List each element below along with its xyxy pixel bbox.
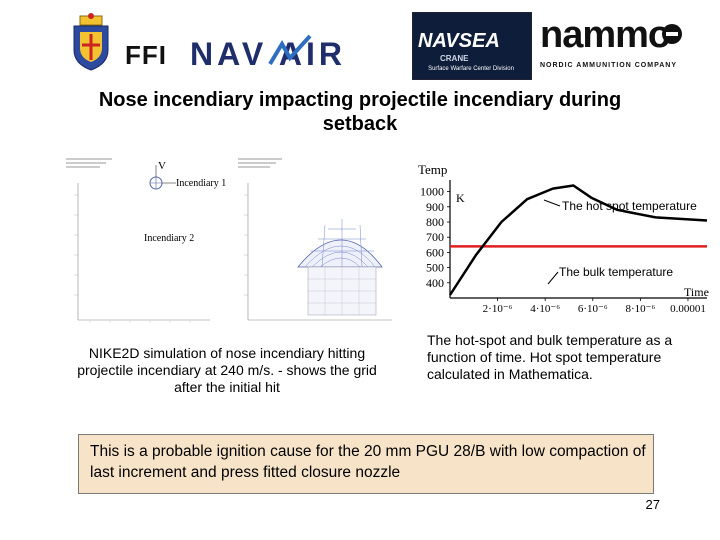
slide-title: Nose incendiary impacting projectile inc…: [98, 89, 622, 135]
chart-y-tick-label: 400: [426, 276, 444, 290]
nammo-dot-icon: [660, 22, 684, 51]
chart-x-label: Time: [684, 285, 709, 299]
sim-right-frame: [238, 158, 392, 321]
chart-annotation-hot-spot-arrow: [543, 199, 561, 207]
nammo-logo-subtitle: NORDIC AMMUNITION COMPANY: [540, 62, 677, 69]
chart-x-tick-label: 0.00001: [670, 303, 706, 315]
chart-caption: The hot-spot and bulk temperature as a f…: [427, 332, 673, 382]
chart-x-tick-label: 4·10⁻⁶: [530, 303, 560, 315]
navair-logo: NAV AIR: [190, 36, 346, 72]
simulation-caption: NIKE2D simulation of nose incendiary hit…: [77, 345, 377, 395]
chart-annotation-bulk: The bulk temperature: [559, 265, 673, 279]
series-hot-spot-temperature-line: [448, 184, 708, 296]
chart-annotation-hot-spot: The hot spot temperature: [562, 199, 697, 213]
navsea-logo-subtitle: Surface Warfare Center Division: [428, 66, 514, 72]
temperature-chart: 1000 900 800 700 600 500 400 2·10⁻⁶ 4·10⁻⁶ 6·10⁻⁶…: [412, 160, 712, 320]
conclusion-text: This is a probable ignition cause for th…: [90, 443, 646, 481]
chart-y-tick-label: 1000: [420, 185, 444, 199]
ffi-crest: [66, 12, 116, 72]
sim-label-incendiary-1: Incendiary 1: [176, 178, 227, 189]
page-number: 27: [645, 497, 660, 512]
chart-x-tick-label: 8·10⁻⁶: [625, 303, 655, 315]
conclusion-box: [78, 434, 654, 494]
chart-x-tick-label: 2·10⁻⁶: [483, 303, 513, 315]
navsea-logo-crane: CRANE: [440, 54, 469, 63]
navsea-logo-title: NAVSEA: [418, 30, 500, 52]
nammo-logo: nammo: [540, 14, 671, 56]
chart-y-tick-label: 800: [426, 215, 444, 229]
navair-swoosh-icon: [268, 34, 312, 73]
chart-annotation-bulk-arrow: [547, 271, 559, 285]
chart-y-unit: K: [456, 191, 465, 205]
sim-label-v: V: [158, 160, 166, 172]
sim-label-incendiary-2: Incendiary 2: [144, 233, 195, 244]
sim-left-frame: [66, 158, 210, 323]
chart-y-tick-label: 600: [426, 245, 444, 259]
navsea-logo: [412, 12, 532, 80]
chart-y-tick-label: 700: [426, 230, 444, 244]
chart-x-tick-label: 6·10⁻⁶: [578, 303, 608, 315]
ffi-logo-text: FFI: [125, 40, 167, 70]
chart-y-label: Temp: [418, 162, 447, 177]
chart-y-tick-label: 500: [426, 261, 444, 275]
simulation-figure: [60, 155, 400, 335]
chart-y-tick-label: 900: [426, 200, 444, 214]
